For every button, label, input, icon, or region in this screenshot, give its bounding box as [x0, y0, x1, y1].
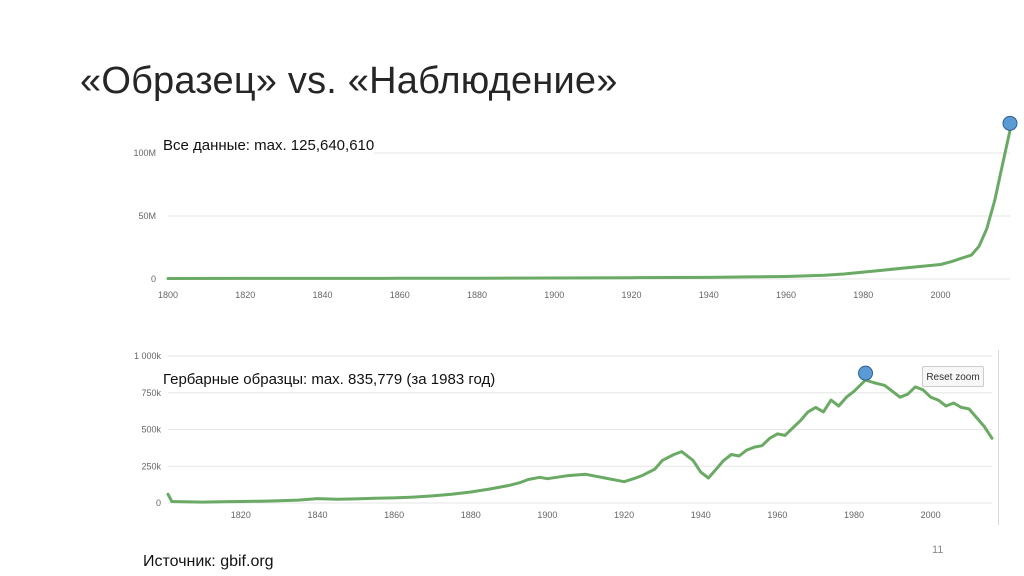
chart2-x-tick-label: 1880 [461, 510, 481, 520]
chart2-x-tick-label: 1820 [231, 510, 251, 520]
chart2-y-tick-label: 750k [141, 388, 161, 398]
chart2-x-tick-label: 1840 [307, 510, 327, 520]
chart2-right-border [998, 350, 999, 525]
chart1-x-tick-label: 1980 [853, 290, 873, 300]
chart2-series-line [166, 378, 994, 504]
chart2-x-tick-label: 1920 [614, 510, 634, 520]
chart2-x-tick-label: 1960 [767, 510, 787, 520]
chart2-y-tick-label: 1 000k [134, 351, 162, 361]
chart1-series-line [166, 128, 1012, 280]
chart2-max-marker [858, 365, 874, 381]
chart2-y-tick-label: 250k [141, 461, 161, 471]
chart2-y-tick-label: 0 [156, 498, 161, 508]
chart1-max-marker [1002, 115, 1018, 131]
chart1-x-tick-label: 1960 [776, 290, 796, 300]
chart2-x-tick-label: 1980 [844, 510, 864, 520]
chart1-annotation: Все данные: max. 125,640,610 [163, 137, 375, 155]
chart1-x-tick-label: 1920 [621, 290, 641, 300]
chart2-x-tick-label: 1940 [691, 510, 711, 520]
slide-title: «Образец» vs. «Наблюдение» [80, 60, 618, 102]
chart1-x-tick-label: 1820 [235, 290, 255, 300]
chart1-x-tick-label: 1940 [699, 290, 719, 300]
chart1-y-tick-label: 100M [133, 148, 156, 158]
page-number: 11 [932, 544, 944, 556]
chart1-y-tick-label: 0 [151, 274, 156, 284]
source-caption: Источник: gbif.org [143, 553, 274, 570]
chart2-x-tick-label: 1900 [537, 510, 557, 520]
chart1-x-tick-label: 2000 [930, 290, 950, 300]
chart1-x-tick-label: 1900 [544, 290, 564, 300]
chart2-annotation: Гербарные образцы: max. 835,779 (за 1983… [163, 371, 496, 389]
chart1-x-tick-label: 1800 [158, 290, 178, 300]
chart1-x-tick-label: 1880 [467, 290, 487, 300]
chart1-x-tick-label: 1840 [312, 290, 332, 300]
reset-zoom-button[interactable]: Reset zoom [922, 366, 984, 387]
chart2-y-tick-label: 500k [141, 425, 161, 435]
chart2-x-tick-label: 2000 [921, 510, 941, 520]
chart1-x-tick-label: 1860 [390, 290, 410, 300]
chart1-y-tick-label: 50M [138, 211, 156, 221]
chart2-x-tick-label: 1860 [384, 510, 404, 520]
